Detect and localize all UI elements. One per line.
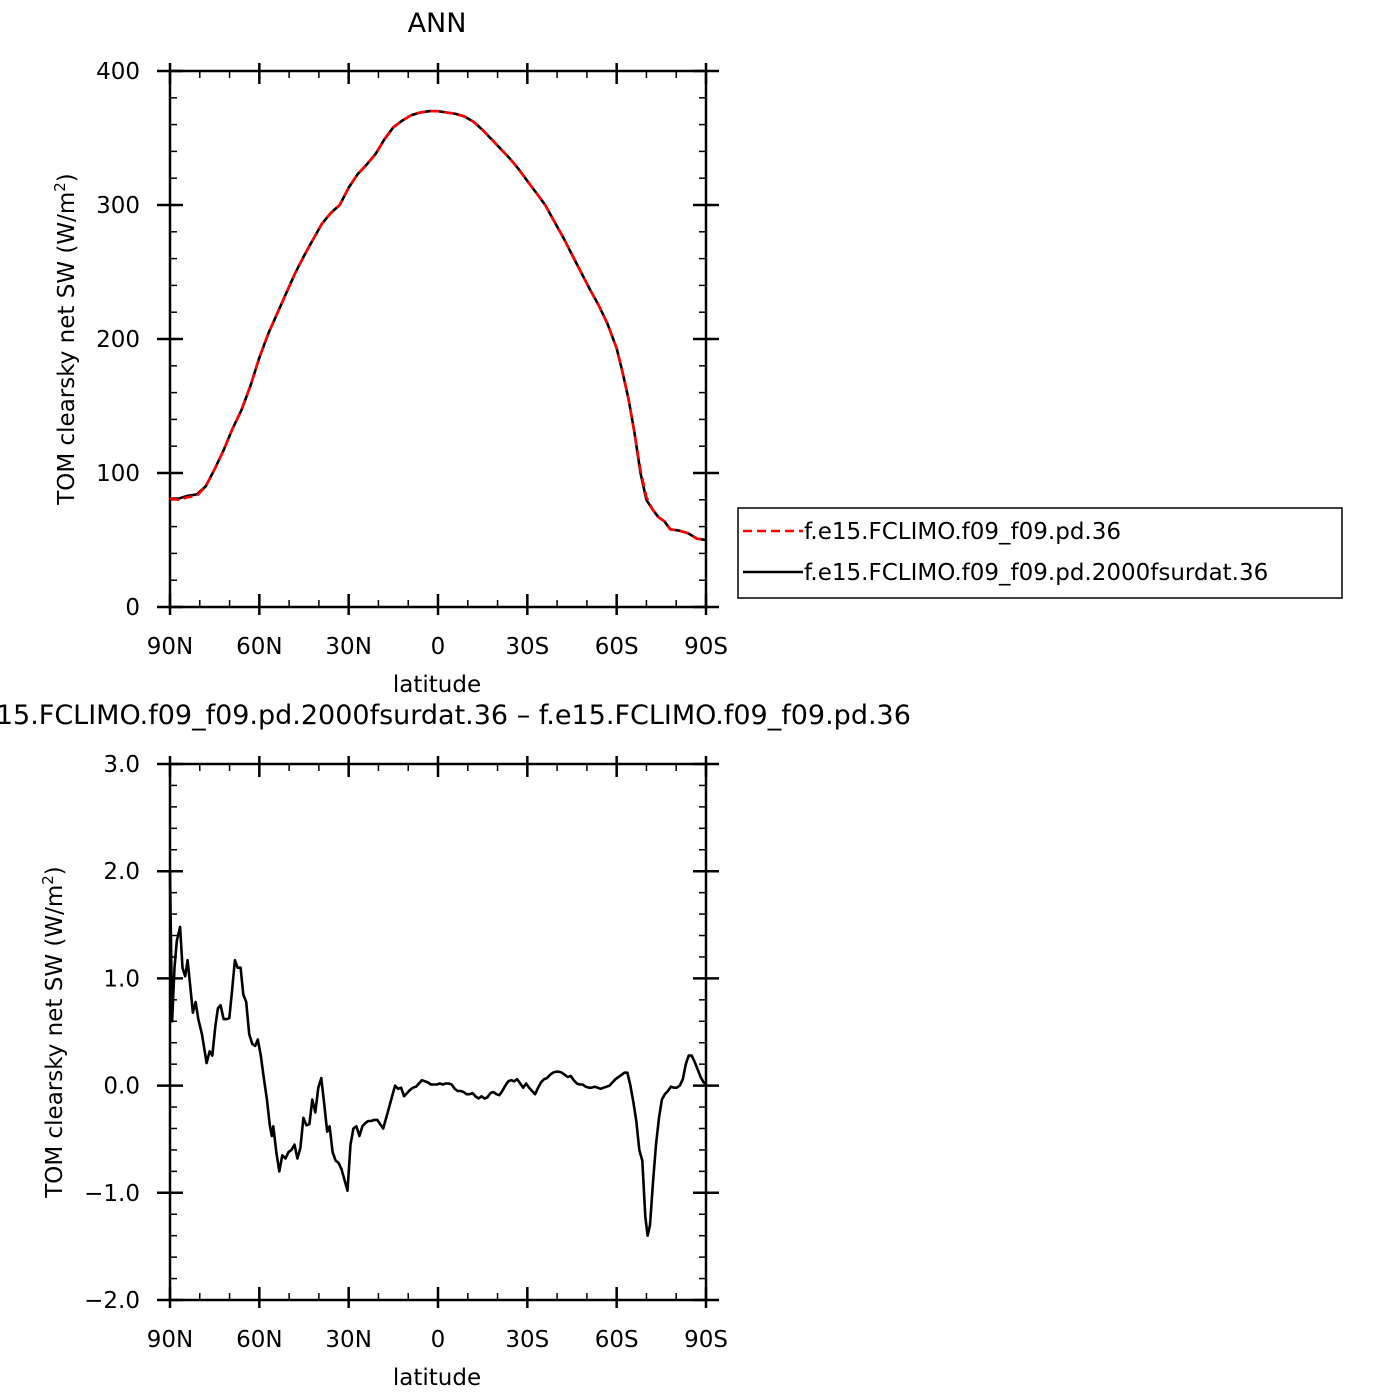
x-tick-label: 60N (236, 1327, 282, 1353)
x-tick-label: 90S (684, 634, 728, 660)
y-tick-label: 1.0 (103, 966, 140, 992)
bottom-axis-ticks (157, 756, 719, 1308)
y-tick-label: 2.0 (103, 859, 140, 885)
top-axis-tick-labels: 90N 60N 30N 0 30S 60S 90S 0 100 200 300 400 (96, 59, 728, 660)
top-series-lines (169, 109, 707, 542)
x-tick-label: 90N (147, 1327, 193, 1353)
x-tick-label: 60N (236, 634, 282, 660)
top-plot-frame (168, 69, 708, 609)
legend-label-series-1: f.e15.FCLIMO.f09_f09.pd.36 (804, 519, 1121, 545)
x-tick-label: 90S (684, 1327, 728, 1353)
x-tick-label: 30N (325, 1327, 371, 1353)
y-tick-label: 300 (96, 193, 140, 219)
x-tick-label: 90N (147, 634, 193, 660)
legend-box (737, 507, 1343, 599)
legend: f.e15.FCLIMO.f09_f09.pd.36 f.e15.FCLIMO.… (737, 507, 1343, 599)
x-tick-label: 60S (595, 634, 639, 660)
top-x-axis-label: latitude (393, 672, 481, 698)
bottom-chart-title: f.e15.FCLIMO.f09_f09.pd.2000fsurdat.36 –… (0, 700, 911, 731)
series-line-1 (168, 871, 707, 1237)
top-chart-title: ANN (408, 8, 467, 39)
series-line-2 (170, 109, 707, 542)
bottom-axis-tick-labels: 90N 60N 30N 0 30S 60S 90S −2.0 −1.0 0.0 1.0 2.0 3.0 (84, 752, 728, 1353)
y-tick-label: 100 (96, 461, 140, 487)
x-tick-label: 30N (325, 634, 371, 660)
top-axis-ticks (157, 63, 719, 615)
legend-label-series-2: f.e15.FCLIMO.f09_f09.pd.2000fsurdat.36 (804, 560, 1268, 586)
bottom-x-axis-label: latitude (393, 1365, 481, 1391)
y-tick-label: 400 (96, 59, 140, 85)
y-tick-label: −1.0 (84, 1181, 140, 1207)
y-tick-label: −2.0 (84, 1288, 140, 1314)
bottom-series-lines (168, 871, 707, 1237)
y-tick-label: 200 (96, 327, 140, 353)
series-line-1 (169, 109, 707, 542)
x-tick-label: 30S (505, 1327, 549, 1353)
bottom-y-axis-label: TOM clearsky net SW (W/m2) (39, 866, 68, 1199)
top-chart-panel: ANN 90N 60N 30N 0 30S 60S 90S 0 100 200 300 400 lat… (51, 8, 728, 698)
y-tick-label: 0.0 (103, 1074, 140, 1100)
x-tick-label: 0 (431, 634, 446, 660)
y-tick-label: 0 (125, 595, 140, 621)
y-tick-label: 3.0 (103, 752, 140, 778)
top-y-axis-label: TOM clearsky net SW (W/m2) (51, 173, 80, 506)
x-tick-label: 0 (431, 1327, 446, 1353)
bottom-plot-frame (168, 762, 708, 1302)
x-tick-label: 30S (505, 634, 549, 660)
bottom-chart-panel: f.e15.FCLIMO.f09_f09.pd.2000fsurdat.36 –… (0, 700, 911, 1391)
x-tick-label: 60S (595, 1327, 639, 1353)
